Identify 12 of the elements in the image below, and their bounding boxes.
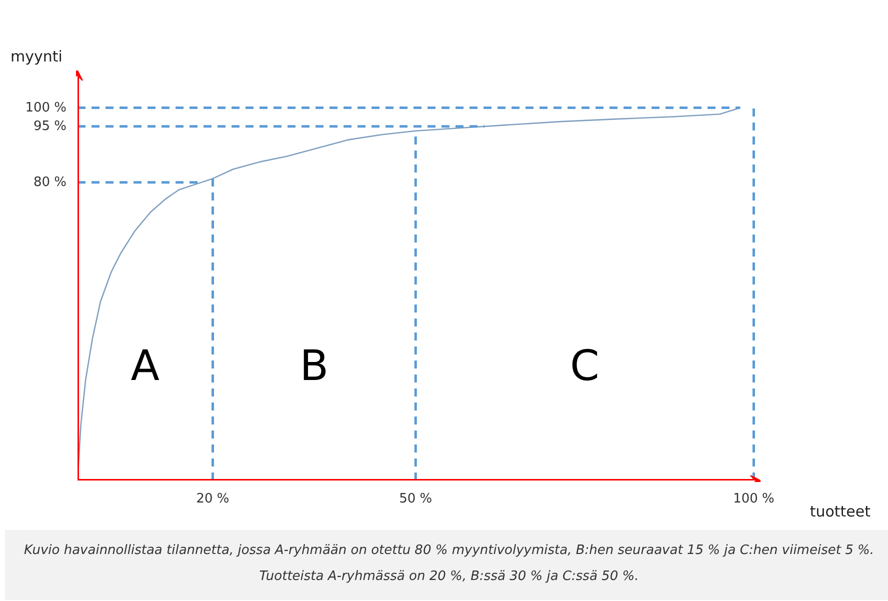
annotation: A	[130, 341, 160, 390]
y-tick-label: 95 %	[33, 118, 67, 134]
annotation: C	[570, 341, 600, 390]
x-tick-label: 50 %	[399, 492, 432, 506]
y-tick-label: 80 %	[33, 174, 67, 190]
text: Kuvio havainnollistaa tilannetta, jossa A-ryhmään on otettu 80 % myyntivolyymista, B:hen seuraavat 15 % ja C:hen viimeiset 5 %. Tuotteista A-ryhmässä on 20 %, B:ssä 30 % ja C:ssä 50 %.	[23, 542, 875, 586]
x-tick-label: 20 %	[196, 492, 230, 506]
y-tick-label: 100 %	[25, 100, 67, 116]
annotation: B	[300, 341, 329, 390]
y-axis-title: myynti	[10, 48, 62, 66]
x-axis-title: tuotteet	[810, 502, 871, 520]
x-tick-label: 100 %	[733, 492, 774, 506]
